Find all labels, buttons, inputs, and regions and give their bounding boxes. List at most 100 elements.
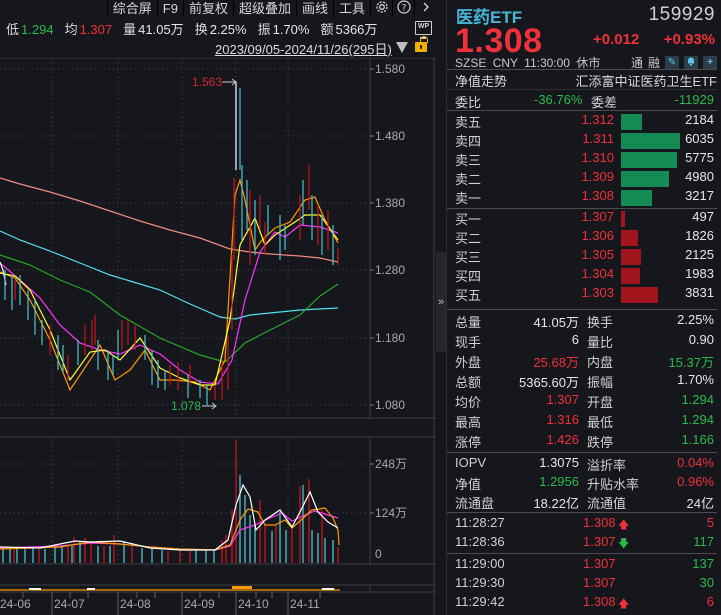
- toolbar-draw-line[interactable]: 画线: [295, 0, 333, 17]
- price-tick: 1.580: [375, 62, 405, 76]
- bid-volume: 1983: [685, 266, 714, 281]
- ask-row[interactable]: 卖一 1.308 3217: [455, 188, 717, 207]
- gear-icon[interactable]: [370, 0, 392, 17]
- stat-row: 涨停 1.426 跌停 1.166: [455, 432, 717, 452]
- chevron-right-icon[interactable]: [414, 0, 436, 17]
- divider: [447, 69, 717, 70]
- bid-volume-bar: [621, 249, 641, 265]
- ask-volume: 3217: [685, 188, 714, 203]
- volume-label: 量: [123, 21, 137, 37]
- caret-down-icon[interactable]: [396, 42, 408, 53]
- bid-row[interactable]: 买四 1.304 1983: [455, 266, 717, 285]
- toolbar-composite-screen[interactable]: 综合屏: [106, 0, 157, 17]
- bid-level-label: 买一: [455, 212, 482, 227]
- amplitude-label: 振: [257, 21, 271, 37]
- bid-volume-bar: [621, 211, 625, 227]
- toolbar-f9[interactable]: F9: [156, 0, 183, 17]
- stat-value: 5365.60万: [519, 375, 579, 390]
- stat-value: 6: [571, 332, 579, 347]
- divider: [447, 309, 717, 310]
- amplitude-value: 1.70%: [272, 21, 310, 37]
- bid-level-label: 买四: [455, 269, 482, 284]
- bid-level-label: 买二: [455, 231, 482, 246]
- avg-value: 1.307: [79, 21, 113, 37]
- weibi-value: -36.76%: [534, 92, 583, 107]
- margin-label: 融: [647, 56, 660, 70]
- stat-label: 跌停: [587, 435, 614, 450]
- help-icon[interactable]: ?: [392, 0, 414, 17]
- bid-row[interactable]: 买三 1.305 2125: [455, 247, 717, 266]
- ask-row[interactable]: 卖四 1.311 6035: [455, 131, 717, 150]
- ask-volume-bar: [621, 171, 669, 187]
- pencil-icon[interactable]: ✎: [665, 55, 679, 70]
- stat-label: 振幅: [587, 375, 614, 390]
- tick-row: 11:29:00 1.307 137: [455, 556, 717, 575]
- tick-row: 11:29:42 1.308 🡅 6: [455, 594, 717, 613]
- stat-label: 外盘: [455, 355, 482, 370]
- stat-value: 0.04%: [677, 455, 714, 470]
- ask-volume: 6035: [685, 131, 714, 146]
- stat-row: 外盘 25.68万 内盘 15.37万: [455, 352, 717, 372]
- tick-price: 1.308: [583, 515, 616, 530]
- stock-connect-label: 通: [630, 56, 643, 70]
- collapse-panel-handle[interactable]: »: [436, 252, 446, 352]
- stat-label: 均价: [455, 395, 482, 410]
- bid-row[interactable]: 买二 1.306 1826: [455, 228, 717, 247]
- ask-level-label: 卖二: [455, 172, 482, 187]
- market-status: 休市: [576, 56, 601, 70]
- tick-row: 11:29:30 1.307 30: [455, 575, 717, 594]
- x-tick-label: 24-11: [290, 597, 320, 611]
- x-tick-label: 24-08: [120, 597, 151, 611]
- quote-time: 11:30:00: [524, 56, 570, 70]
- bell-icon[interactable]: [684, 55, 698, 70]
- ask-level-label: 卖三: [455, 153, 482, 168]
- stat-value: 1.294: [681, 412, 714, 427]
- volume-value: 41.05万: [138, 21, 184, 37]
- ask-row[interactable]: 卖五 1.312 2184: [455, 112, 717, 131]
- toolbar-tools[interactable]: 工具: [332, 0, 370, 17]
- plus-icon[interactable]: +: [703, 55, 717, 70]
- stat-value: 1.294: [681, 392, 714, 407]
- stat-label: 升贴水率: [587, 477, 640, 492]
- date-range-link[interactable]: 2023/09/05-2024/11/26(295日): [215, 42, 392, 57]
- bid-row[interactable]: 买五 1.303 3831: [455, 285, 717, 304]
- arrow-down-icon: 🡇: [618, 538, 630, 550]
- turnover-label: 换: [194, 21, 208, 37]
- stat-row: 总额 5365.60万 振幅 1.70%: [455, 372, 717, 392]
- kline-chart[interactable]: 1.580 1.480 1.380 1.280 1.180 1.080 248万…: [0, 58, 436, 615]
- unlock-icon[interactable]: [415, 36, 428, 52]
- bid-volume: 1826: [685, 228, 714, 243]
- stat-value: 1.166: [681, 432, 714, 447]
- currency: CNY: [492, 56, 518, 70]
- ask-price: 1.308: [581, 188, 614, 203]
- tick-price: 1.307: [583, 534, 616, 549]
- price-tick: 1.280: [375, 263, 405, 277]
- ask-row[interactable]: 卖二 1.309 4980: [455, 169, 717, 188]
- toolbar-forward-adjust[interactable]: 前复权: [182, 0, 233, 17]
- stat-value: 2.25%: [677, 312, 714, 327]
- bid-volume: 497: [692, 209, 714, 224]
- ask-price: 1.310: [581, 150, 614, 165]
- bid-volume: 3831: [685, 285, 714, 300]
- amount-value: 5366万: [335, 21, 378, 37]
- stat-label: IOPV: [455, 455, 487, 470]
- turnover-value: 2.25%: [209, 21, 247, 37]
- stat-value: 1.3075: [539, 455, 579, 470]
- kline-stats-line: 低 1.294 均 1.307 量 41.05万 换 2.25% 振 1.70% 额 536…: [6, 19, 388, 37]
- x-tick-label: 24-07: [54, 597, 85, 611]
- stat-value: 41.05万: [533, 315, 579, 330]
- ask-row[interactable]: 卖三 1.310 5775: [455, 150, 717, 169]
- wp-monitor-icon[interactable]: WP: [415, 21, 432, 39]
- toolbar-super-overlay[interactable]: 超级叠加: [232, 0, 296, 17]
- ask-price: 1.309: [581, 169, 614, 184]
- amount-label: 额: [320, 21, 334, 37]
- stat-row: 总量 41.05万 换手 2.25%: [455, 312, 717, 332]
- x-tick-label: 24-09: [184, 597, 215, 611]
- stat-label: 最低: [587, 415, 614, 430]
- bid-row[interactable]: 买一 1.307 497: [455, 209, 717, 228]
- ask-price: 1.312: [581, 112, 614, 127]
- nav-trend-link[interactable]: 净值走势: [455, 74, 508, 89]
- ask-level-label: 卖五: [455, 115, 482, 130]
- ask-level-label: 卖四: [455, 134, 482, 149]
- bid-volume: 2125: [685, 247, 714, 262]
